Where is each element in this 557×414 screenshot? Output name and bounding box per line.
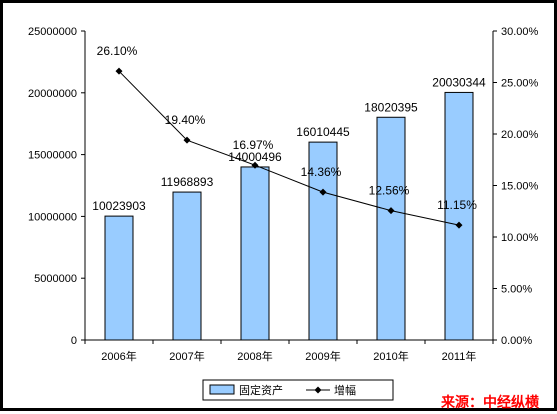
bar-value-label: 20030344 [432,75,486,89]
line-marker [387,207,395,215]
x-axis-tick-label: 2010年 [373,349,408,363]
right-axis-tick-label: 25.00% [501,78,539,90]
right-axis-tick-label: 0.00% [501,335,532,347]
right-axis-ticks: 0.00% 5.00% 10.00% 15.00% 20.00% 25.00% 30.00% [493,26,539,347]
line-value-label: 26.10% [97,44,138,58]
legend-box [202,379,394,401]
line-marker [115,67,123,75]
line-value-label: 12.56% [369,184,410,198]
right-axis-tick-label: 20.00% [501,129,539,141]
axes [84,31,494,341]
bar [308,141,338,341]
source-note: 来源：中经纵横 [440,394,540,410]
bar-series: 1002390311968893140004961601044518020395… [92,75,486,341]
line-value-label: 11.15% [437,198,477,212]
legend-bar-label: 固定资产 [239,383,283,397]
x-axis-tick-label: 2011年 [442,349,477,363]
left-axis-tick-label: 10000000 [28,211,77,223]
legend-line-marker [314,386,322,394]
line-series: 26.10% 19.40% 16.97% 14.36% 12.56% 11.15% [97,44,477,229]
right-axis-tick-label: 15.00% [501,181,539,193]
left-axis-tick-label: 25000000 [28,26,77,38]
bar-value-label: 10023903 [92,199,146,213]
x-axis-tick-label: 2006年 [101,349,136,363]
line-value-label: 19.40% [165,113,206,127]
legend-bar-swatch [209,384,235,395]
x-axis-tick-label: 2007年 [169,349,204,363]
left-axis-tick-label: 5000000 [34,273,77,285]
line-value-label: 16.97% [233,138,274,152]
growth-line [118,70,460,226]
combo-chart: 0 5000000 10000000 15000000 20000000 25000000… [28,26,540,410]
x-axis-ticks: 2006年 2007年 2008年 2009年 2010年 2011年 [84,340,494,363]
bar [444,91,474,341]
left-axis-tick-label: 20000000 [28,88,77,100]
bar [240,166,270,341]
bar-value-label: 16010445 [296,125,350,139]
bar [104,215,134,341]
x-axis-tick-label: 2008年 [237,349,272,363]
right-axis-tick-label: 5.00% [501,284,532,296]
line-marker [183,136,191,144]
left-axis-tick-label: 0 [71,335,77,347]
line-marker [455,221,463,229]
legend: 固定资产 增幅 [202,379,394,401]
legend-line-label: 增幅 [334,383,356,397]
x-axis-tick-label: 2009年 [305,349,340,363]
bar [172,191,202,341]
left-axis-ticks: 0 5000000 10000000 15000000 20000000 25000000 [28,26,85,347]
left-axis-tick-label: 15000000 [28,150,77,162]
right-axis-tick-label: 30.00% [501,26,539,38]
right-axis-tick-label: 10.00% [501,232,539,244]
bar-value-label: 18020395 [364,100,418,114]
line-marker [319,188,327,196]
line-marker [251,161,259,169]
line-value-label: 14.36% [301,165,342,179]
bar [376,116,406,341]
bar-value-label: 11968893 [161,175,214,189]
